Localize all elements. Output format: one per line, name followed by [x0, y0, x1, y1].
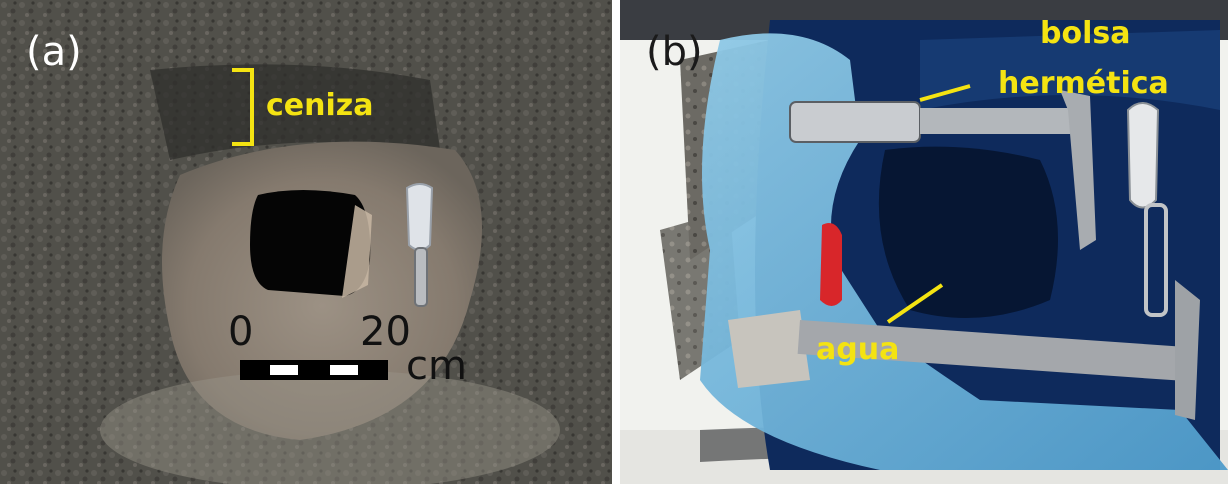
water-label: agua: [816, 332, 900, 367]
photo-panel-a: (a) ceniza 0 20 cm: [0, 0, 612, 484]
trowel: [405, 183, 434, 307]
ash-bracket: [232, 68, 254, 146]
bag-label-line2: hermética: [998, 66, 1169, 101]
ash-label: ceniza: [266, 88, 374, 123]
soil-pit-photo: [0, 0, 612, 484]
lower-hammer: [728, 280, 1200, 420]
scale-start-label: 0: [228, 309, 254, 355]
panel-tag-b: (b): [646, 29, 703, 75]
scale-bar: [240, 360, 388, 380]
bag-label-line1: bolsa: [1040, 16, 1131, 51]
trowel-b: [1126, 102, 1168, 317]
sealed-bag-photo: [620, 0, 1228, 484]
panel-tag-a: (a): [26, 29, 82, 75]
photo-panel-b: (b) bolsa hermética agua: [620, 0, 1228, 484]
scale-end-label: 20: [360, 309, 411, 355]
upper-hammer: [789, 90, 1096, 250]
scale-unit-label: cm: [406, 343, 467, 389]
